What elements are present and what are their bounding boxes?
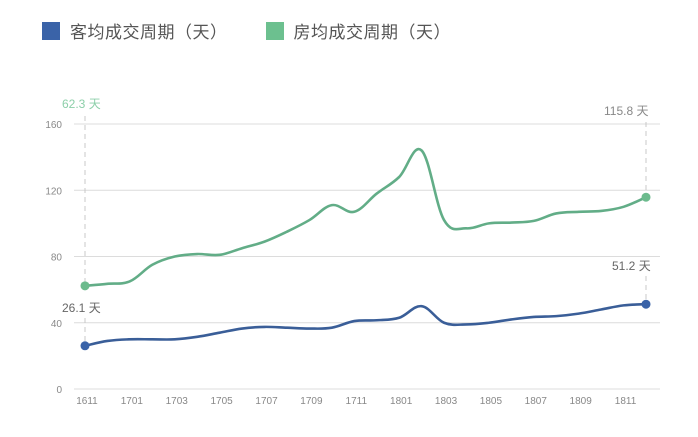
x-tick-label: 1805 [480,396,503,407]
data-point-marker[interactable] [641,192,651,202]
legend-item-customer-cycle[interactable]: 客均成交周期（天） [42,18,228,43]
chart-legend: 客均成交周期（天） 房均成交周期（天） [42,18,489,43]
green-start-label: 62.3 天 [62,97,101,111]
blue-end-label: 51.2 天 [612,259,651,273]
y-tick-label: 40 [51,319,63,330]
x-tick-label: 1809 [570,396,593,407]
series-lines [83,147,648,348]
x-tick-label: 1701 [121,396,144,407]
y-tick-label: 160 [45,120,62,131]
blue-start-label: 26.1 天 [62,301,101,315]
x-tick-label: 1611 [76,396,98,407]
listing-cycle-line [83,147,648,288]
x-tick-label: 1709 [300,396,323,407]
legend-item-listing-cycle[interactable]: 房均成交周期（天） [265,18,452,43]
x-tick-label: 1707 [255,396,278,407]
y-tick-label: 0 [56,385,62,396]
legend-label: 客均成交周期（天） [70,23,228,43]
y-tick-label: 120 [45,186,62,197]
data-point-marker[interactable] [641,299,651,309]
x-tick-label: 1703 [166,396,189,407]
annotation-guides [84,116,647,342]
green-end-label: 115.8 天 [604,104,648,118]
data-point-marker[interactable] [80,281,90,291]
x-tick-label: 1705 [211,396,234,407]
legend-label: 房均成交周期（天） [293,23,451,43]
x-tick-label: 1711 [346,396,368,407]
x-tick-label: 1807 [525,396,548,407]
y-tick-label: 80 [51,253,63,264]
y-axis-ticks: 0 40 80 120 160 [45,120,62,396]
customer-cycle-line [83,302,648,348]
x-axis-ticks: 1611 1701 1703 1705 1707 1709 1711 1801 1803 1805… [76,396,637,407]
gridlines [74,123,660,390]
annotation-labels: 62.3 天 115.8 天 26.1 天 51.2 天 [62,97,651,315]
x-tick-label: 1811 [615,396,637,407]
series-endpoints [80,192,651,351]
legend-swatch-blue [42,21,60,40]
legend-swatch-green [265,21,284,40]
x-tick-label: 1801 [390,396,413,407]
data-point-marker[interactable] [80,341,90,351]
x-tick-label: 1803 [435,396,458,407]
